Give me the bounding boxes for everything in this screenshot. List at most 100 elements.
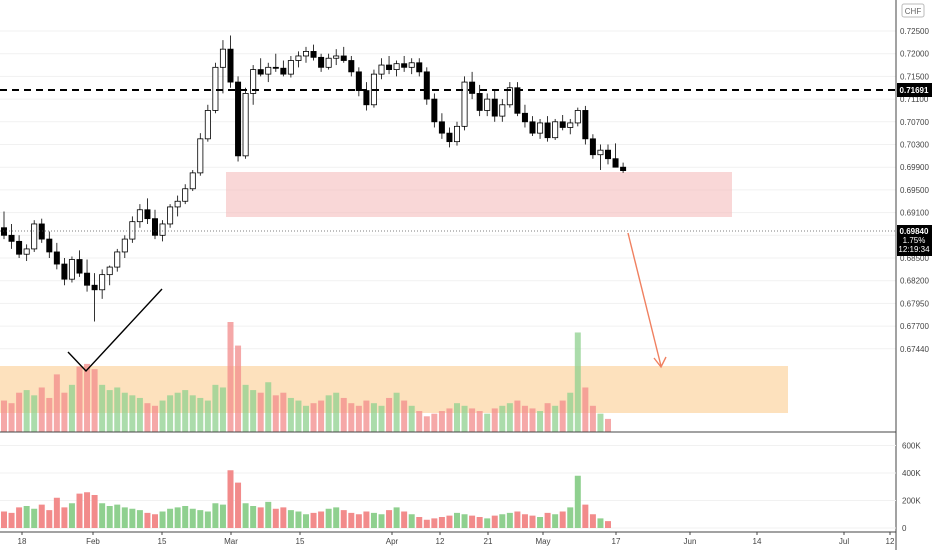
time-tick-label: Feb [86,537,100,546]
volume-overlay-bar [189,395,196,432]
candle-body [121,238,128,253]
currency-badge[interactable] [901,3,925,18]
price-tick-label: 0.68200 [900,277,929,286]
candle [333,49,340,66]
volume-bar [438,517,445,528]
volume-overlay-bar [242,384,249,432]
volume-overlay-bar [129,395,136,432]
volume-bar [491,515,498,528]
volume-overlay-bar [76,366,83,432]
volume-bar [257,507,264,528]
resistance-price-tag [897,83,932,97]
candle [38,218,45,243]
volume-bar [189,508,196,528]
candle [174,195,181,217]
volume-bar [333,507,340,528]
volume-overlay-bar [280,392,287,432]
candle-body [446,132,453,143]
volume-bar [212,503,219,528]
volume-bar [265,501,272,528]
volume-bar [91,495,98,528]
volume-overlay-bar [204,400,211,432]
volume-bar [227,470,234,528]
candle [91,273,98,322]
volume-overlay-bar [567,392,574,432]
volume-overlay-bar [38,387,45,432]
volume-bar [514,511,521,528]
volume-overlay-bar [114,387,121,432]
candle-body [521,112,528,123]
volume-bar [235,482,242,528]
candle-body [537,122,544,134]
candle [121,235,128,258]
candle-body [219,48,226,68]
volume-overlay-bar [227,322,234,432]
last-price-countdown: 12:19:34 [898,245,930,254]
volume-bar [272,508,279,528]
volume-bar [363,511,370,528]
volume-bar [31,508,38,528]
time-tick-label: 17 [612,537,621,546]
volume-bar [446,515,453,528]
candle [453,121,460,146]
candle [597,144,604,171]
volume-overlay-bar [235,345,242,432]
candle-body [484,98,491,111]
candle [16,235,23,258]
candle-body [61,263,68,280]
volume-bar [386,510,393,528]
volume-bar [159,511,166,528]
candle-body [589,138,596,156]
volume-bar [152,514,158,528]
candle-body [325,57,332,68]
volume-overlay-bar [484,413,491,432]
candle-body [159,223,166,236]
candle [182,184,189,205]
volume-bar [8,512,15,528]
volume-overlay-bar [423,416,430,432]
volume-overlay-bar [310,403,317,432]
volume-tick-label: 600K [902,442,921,451]
candle-body [401,63,408,68]
volume-overlay-bars [1,322,611,432]
candle [620,162,627,173]
price-tick-label: 0.68500 [900,254,929,263]
candle-body [529,121,536,134]
volume-overlay-bar [393,392,400,432]
candle [219,40,226,94]
volume-bar [521,514,528,528]
volume-bar [61,507,68,528]
candle [401,55,408,72]
candle [612,143,619,168]
volume-bar [280,507,287,528]
candle-body [416,62,423,73]
candle [272,53,279,72]
volume-bar [68,503,75,528]
volume-overlay-bar [1,400,7,432]
volume-overlay-bar [378,405,385,432]
price-tick-label: 0.67440 [900,345,929,354]
volume-bar [431,518,438,528]
candle [61,258,68,286]
candle-body [386,64,393,70]
price-tick-label: 0.72500 [900,27,929,36]
candle [461,76,468,131]
price-tick-label: 0.70700 [900,118,929,127]
volume-bar [469,515,476,528]
candle-body [91,284,98,291]
price-tick-label: 0.71500 [900,72,929,81]
candle-body [348,60,355,73]
volume-overlay-bar [272,395,279,432]
volume-overlay-bar [597,413,604,432]
candle-body [499,104,506,117]
time-tick-label: May [535,537,550,546]
price-tick-label: 0.69900 [900,163,929,172]
volume-overlay-bar [461,405,468,432]
candle-body [355,71,362,91]
volume-overlay-bar [16,392,23,432]
volume-bar [484,518,491,528]
volume-overlay-bar [136,397,143,432]
volume-bar [529,515,536,528]
currency-label: CHF [905,7,922,16]
